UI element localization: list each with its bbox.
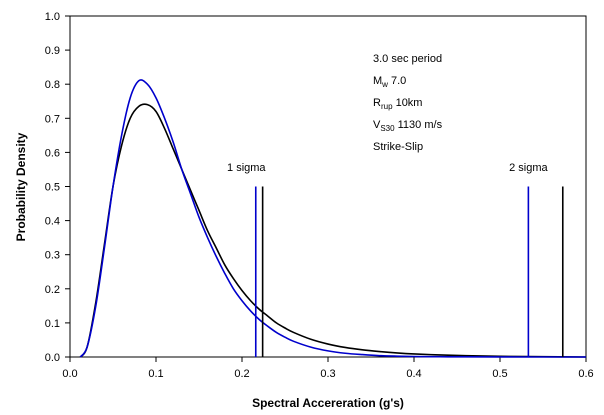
vs30-subscript: S30 [380,124,395,133]
y-tick-label: 0.6 [45,147,60,159]
y-tick-label: 0.1 [45,318,60,330]
rupture-distance-label: Rrup 10km [373,97,422,111]
rupture-distance-value: 10km [393,97,423,109]
y-axis-title: Probability Density [14,132,28,241]
y-tick-label: 0.5 [45,182,60,194]
black-density-curve [79,103,587,358]
x-tick-label: 0.2 [234,368,249,380]
y-tick-label: 0.7 [45,113,60,125]
y-axis: 0.0 0.1 0.2 0.3 0.4 0.5 0.6 0.7 0.8 0.9 1.0 [45,11,70,364]
y-tick-label: 1.0 [45,11,60,23]
x-axis-title: Spectral Accereration (g's) [252,396,404,410]
series-layer [79,79,587,358]
magnitude-value: 7.0 [388,75,406,87]
sigma1-label: 1 sigma [227,162,266,174]
x-axis: 0.0 0.1 0.2 0.3 0.4 0.5 0.6 [62,357,594,380]
blue-density-curve [79,79,587,358]
x-tick-label: 0.3 [320,368,335,380]
magnitude-subscript: w [381,80,388,89]
y-tick-label: 0.9 [45,45,60,57]
magnitude-label: Mw 7.0 [373,75,406,89]
x-tick-label: 0.5 [492,368,507,380]
magnitude-symbol: M [373,75,382,87]
period-label: 3.0 sec period [373,53,442,65]
x-tick-label: 0.4 [406,368,421,380]
y-tick-label: 0.2 [45,284,60,296]
y-tick-label: 0.4 [45,216,60,228]
y-tick-label: 0.8 [45,79,60,91]
sigma2-label: 2 sigma [509,162,548,174]
vs30-label: VS30 1130 m/s [373,119,443,133]
x-tick-label: 0.0 [62,368,77,380]
vs30-symbol: V [373,119,381,131]
scenario-annotation: 3.0 sec period Mw 7.0 Rrup 10km VS30 113… [373,53,443,153]
y-tick-label: 0.0 [45,352,60,364]
sigma-lines [254,186,564,357]
mechanism-label: Strike-Slip [373,141,423,153]
x-tick-label: 0.1 [148,368,163,380]
rupture-distance-symbol: R [373,97,381,109]
vs30-value: 1130 m/s [395,119,443,131]
y-tick-label: 0.3 [45,250,60,262]
rupture-distance-subscript: rup [381,102,393,111]
x-tick-label: 0.6 [578,368,593,380]
